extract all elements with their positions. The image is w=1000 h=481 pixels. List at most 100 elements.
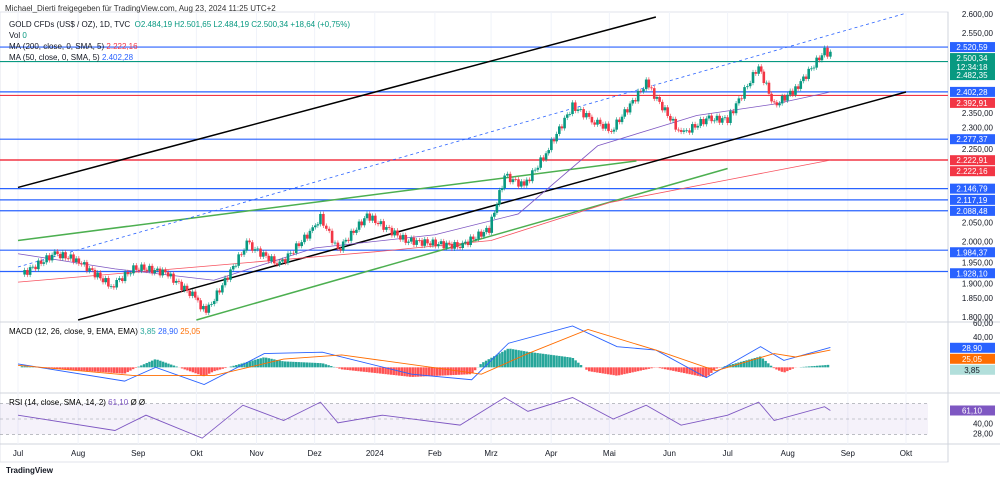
candle-body [193, 291, 197, 298]
macd-histogram-bar [292, 361, 295, 368]
candle-body [407, 241, 410, 243]
candle-body [118, 278, 121, 280]
candle-body [90, 268, 94, 270]
rsi-value-label: 61,10 [962, 406, 983, 415]
macd-histogram-bar [748, 359, 751, 368]
macd-histogram-bar [373, 367, 376, 373]
rsi-value-label-bg [950, 405, 995, 416]
candle-body [259, 248, 262, 257]
macd-histogram-bar [772, 367, 775, 369]
macd-histogram-bar [148, 361, 151, 368]
level-price-label-bg [950, 268, 995, 279]
macd-histogram-bar [710, 367, 713, 373]
level-price-label-bg [950, 247, 995, 258]
candle-body [115, 279, 118, 288]
macd-histogram-bar [454, 367, 458, 375]
candle-body [212, 301, 216, 305]
macd-histogram-bar [441, 367, 444, 376]
candle-body [123, 272, 127, 282]
level-price-label: 2.520,59 [956, 43, 988, 52]
tradingview-logo[interactable]: TradingView [6, 466, 53, 475]
close-value: C2.500,34 [251, 20, 289, 29]
candle-body [690, 124, 694, 133]
candle-body [240, 254, 243, 256]
candle-body [415, 240, 418, 245]
candle-body [707, 115, 711, 119]
macd-histogram-bar [571, 358, 575, 368]
candle-body [729, 111, 732, 123]
signal-line [17, 328, 831, 377]
macd-histogram-bar [264, 357, 268, 368]
candle-body [767, 82, 771, 94]
macd-histogram-bar [354, 367, 357, 371]
x-tick-label: Okt [190, 449, 203, 458]
candle-body [737, 98, 741, 104]
macd-histogram-bar [745, 360, 748, 368]
candle-body [788, 90, 792, 95]
candle-body [53, 251, 57, 255]
macd-histogram-bar [788, 367, 792, 370]
candle-body [431, 239, 435, 246]
macd-histogram-bar [783, 367, 786, 373]
macd-histogram-bar [411, 367, 414, 377]
ma50-value: 2.402,28 [101, 53, 134, 62]
volume-label[interactable]: Vol [9, 31, 21, 40]
candle-body [278, 261, 282, 265]
macd-histogram-bar [791, 367, 794, 369]
macd-histogram-bar [248, 361, 252, 368]
candle-body [393, 230, 396, 236]
candle-body [264, 252, 268, 256]
level-price-label: 2.088,48 [956, 207, 988, 216]
macd-histogram-bar [278, 360, 281, 368]
candle-body [593, 122, 596, 125]
candle-body [726, 117, 729, 123]
candle-body [371, 215, 374, 221]
macd-histogram-bar [568, 357, 572, 368]
macd-histogram-bar [767, 363, 770, 368]
candle-body [498, 190, 501, 205]
ma50-label[interactable]: MA (50, close, 0, SMA, 5) [9, 53, 100, 62]
macd-histogram-bar [283, 361, 287, 368]
macd-histogram-bar [756, 357, 759, 368]
x-tick-label: Feb [428, 449, 442, 458]
candle-body [412, 237, 416, 245]
macd-histogram-bar [444, 367, 447, 376]
macd-legend[interactable]: MACD (12, 26, close, 9, EMA, EMA) 3,85 2… [9, 327, 200, 336]
macd-histogram-bar [560, 356, 564, 368]
macd-histogram-bar [696, 367, 699, 376]
macd-histogram-bar [484, 360, 488, 368]
candle-body [702, 119, 705, 125]
candle-body [607, 123, 610, 132]
macd-histogram-bar [123, 367, 127, 374]
macd-histogram-bar [739, 361, 743, 368]
macd-histogram-bar [764, 360, 767, 368]
macd-histogram-bar [104, 367, 108, 373]
macd-histogram-bar [669, 367, 672, 371]
macd-histogram-bar [680, 367, 683, 373]
macd-histogram-bar [115, 367, 119, 374]
candle-body [409, 237, 413, 242]
candle-body [469, 236, 472, 246]
macd-histogram-bar [142, 364, 146, 368]
symbol-title[interactable]: GOLD CFDs (US$ / OZ), 1D, TVC [9, 20, 131, 29]
candle-body [401, 234, 405, 240]
candle-body [547, 150, 551, 154]
macd-histogram-bar [734, 363, 737, 368]
macd-histogram-bar [72, 367, 75, 370]
macd-histogram-bar [349, 367, 352, 371]
ma200-label[interactable]: MA (200, close, 0, SMA, 5) [9, 42, 105, 51]
candle-body [810, 68, 813, 70]
macd-histogram-bar [392, 367, 395, 376]
level-price-label: 1.928,10 [956, 269, 988, 278]
macd-histogram-bar [807, 366, 811, 368]
macd-histogram-bar [131, 367, 135, 370]
candle-body [447, 242, 451, 244]
macd-histogram-bar [387, 367, 390, 375]
macd-histogram-bar [91, 367, 94, 372]
macd-histogram-bar [731, 363, 735, 368]
last-price-label: 2.500,34 [956, 54, 988, 63]
macd-histogram-bar [549, 354, 553, 368]
candle-body [631, 100, 635, 104]
rsi-legend[interactable]: RSI (14, close, SMA, 14, 2) 61,10 Ø Ø [9, 398, 145, 407]
